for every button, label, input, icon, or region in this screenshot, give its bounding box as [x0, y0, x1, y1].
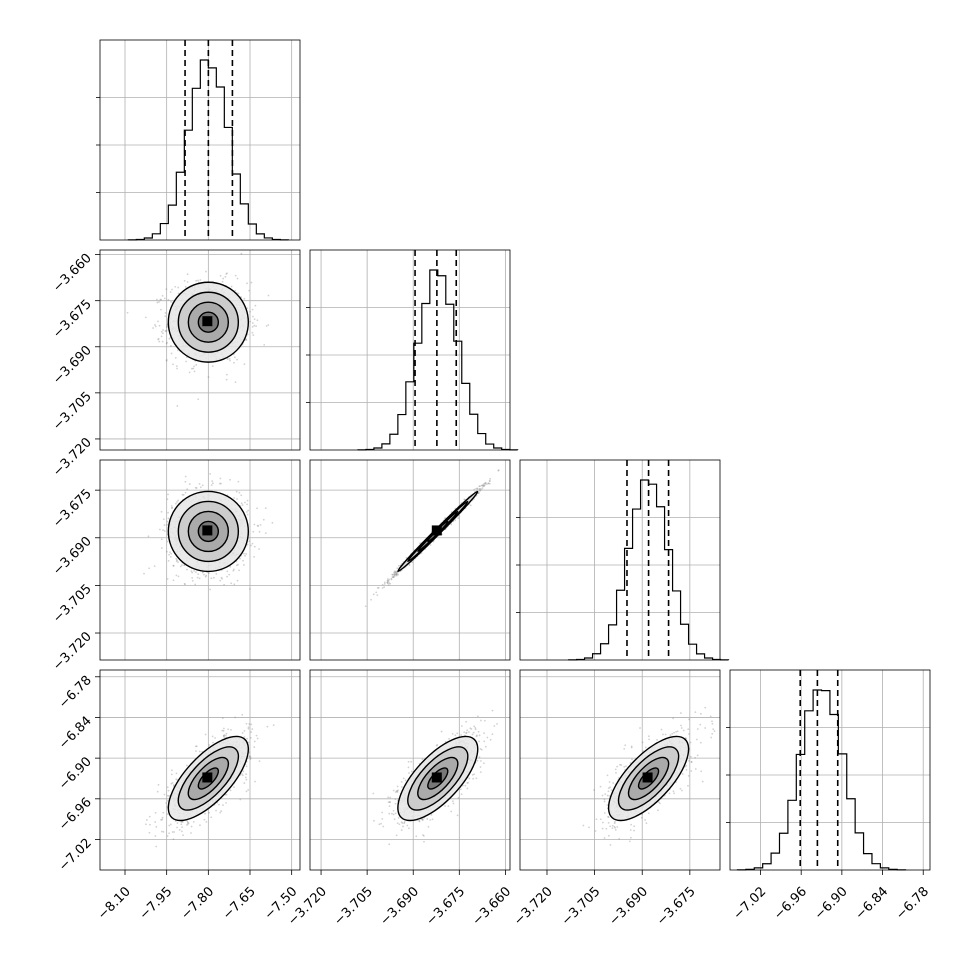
y-tick-label: −3.720 — [50, 435, 95, 480]
y-tick-label: −3.660 — [50, 251, 95, 296]
marginal-panel-3 — [726, 669, 931, 871]
joint-panel-2-3 — [519, 669, 721, 871]
y-tick-label: −6.84 — [56, 714, 95, 753]
density-peak — [202, 525, 213, 536]
y-tick-label: −6.96 — [56, 795, 95, 834]
x-tick-label: −7.02 — [731, 884, 770, 923]
panel-frame — [309, 669, 511, 871]
x-tick-label: −7.80 — [178, 884, 217, 923]
panel-frame — [729, 669, 931, 871]
y-tick-label: −3.705 — [50, 582, 95, 627]
joint-panel-0-1 — [99, 249, 301, 451]
x-tick-label: −6.78 — [893, 884, 932, 923]
joint-panel-0-3 — [99, 669, 301, 871]
y-tick-label: −6.90 — [56, 754, 95, 793]
x-tick-label: −3.660 — [470, 884, 515, 929]
density-peak — [642, 772, 653, 783]
histogram-step — [736, 689, 907, 871]
x-tick-label: −3.705 — [559, 884, 604, 929]
x-tick-label: −3.690 — [606, 884, 651, 929]
panel-frame — [99, 39, 301, 241]
y-tick-label: −3.720 — [50, 629, 95, 674]
marginal-panel-2 — [516, 459, 730, 661]
density-peak — [202, 772, 213, 783]
joint-panel-1-2 — [309, 459, 511, 661]
marginal-panel-0 — [96, 39, 301, 241]
density-peak — [202, 316, 213, 327]
x-tick-label: −7.65 — [220, 884, 259, 923]
x-tick-label: −3.675 — [654, 884, 699, 929]
panel-frame — [99, 669, 301, 871]
x-tick-label: −6.90 — [812, 884, 851, 923]
panel-frame — [519, 459, 721, 661]
panel-frame — [309, 249, 511, 451]
x-tick-label: −7.95 — [137, 884, 176, 923]
density-peak — [431, 525, 442, 536]
y-tick-label: −7.02 — [56, 836, 95, 875]
x-tick-label: −6.96 — [771, 884, 810, 923]
histogram-step — [357, 269, 519, 451]
panel-frame — [519, 669, 721, 871]
y-tick-label: −3.675 — [50, 486, 95, 531]
y-tick-label: −3.705 — [50, 389, 95, 434]
density-peak — [431, 772, 442, 783]
x-tick-label: −8.10 — [95, 884, 134, 923]
x-tick-label: −3.690 — [377, 884, 422, 929]
x-tick-label: −3.675 — [424, 884, 469, 929]
panel-frame — [99, 459, 301, 661]
panel-frame — [99, 249, 301, 451]
y-tick-label: −6.78 — [56, 673, 95, 712]
y-tick-label: −3.690 — [50, 343, 95, 388]
joint-panel-0-2 — [99, 459, 301, 661]
x-tick-label: −6.84 — [853, 884, 892, 923]
x-tick-label: −3.705 — [331, 884, 376, 929]
marginal-panel-1 — [306, 249, 519, 451]
y-tick-label: −3.690 — [50, 534, 95, 579]
panel-frame — [309, 459, 511, 661]
joint-panel-1-3 — [309, 669, 511, 871]
y-tick-label: −3.675 — [50, 297, 95, 342]
x-tick-label: −3.720 — [511, 884, 556, 929]
